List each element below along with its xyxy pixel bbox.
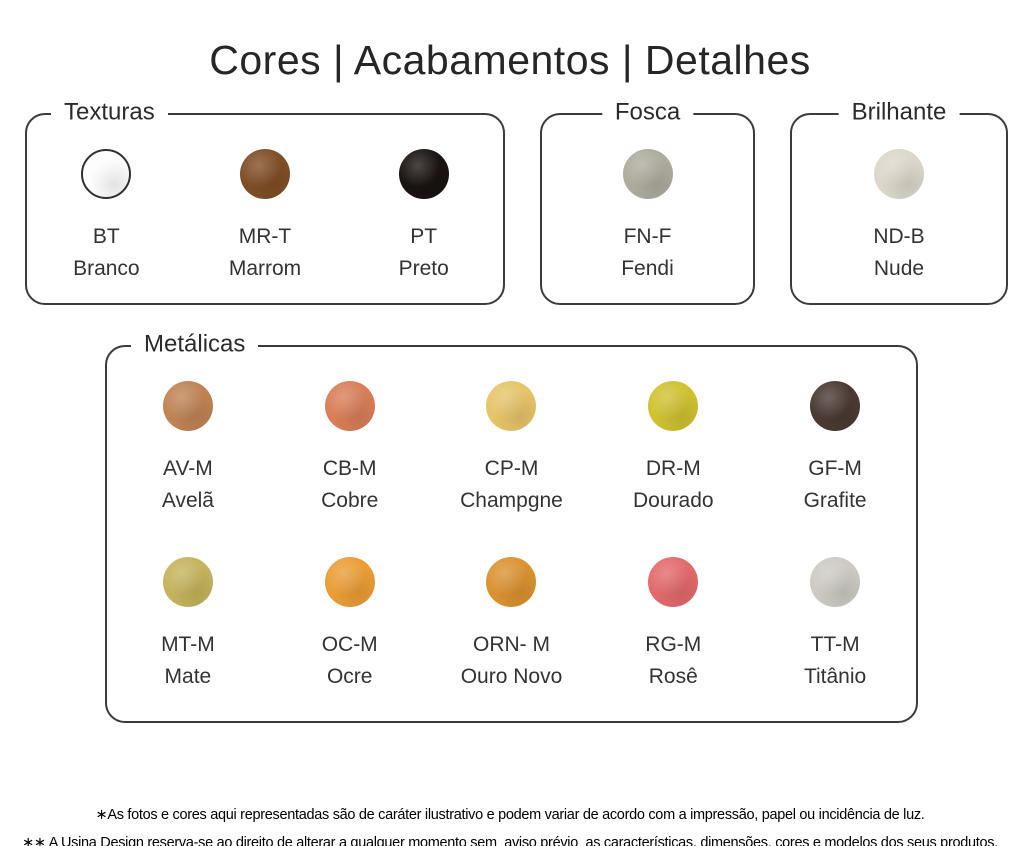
color-swatch-TT-M: TT-M Titânio	[754, 557, 916, 689]
color-swatch-ND-B: ND-B Nude	[792, 149, 1006, 281]
swatch-code: MT-M	[161, 633, 215, 656]
swatch-code: BT	[92, 225, 120, 248]
color-dot	[648, 381, 699, 431]
color-dot	[810, 381, 861, 431]
group-label-brilhante: Brilhante	[838, 99, 960, 127]
group-metalicas: Metálicas AV-M Avelã CB-M Cobre CP-M Champgne…	[105, 331, 918, 723]
color-dot	[240, 149, 290, 199]
swatch-code: GF-M	[808, 457, 862, 480]
swatch-name: Ocre	[326, 665, 373, 688]
swatch-name: Marrom	[228, 257, 302, 280]
color-swatch-RG-M: RG-M Rosê	[592, 557, 754, 689]
swatch-code: CP-M	[484, 457, 539, 480]
brilhante-swatch-row: ND-B Nude	[792, 115, 1006, 281]
swatch-code: ND-B	[873, 225, 925, 248]
group-brilhante: Brilhante ND-B Nude	[790, 99, 1008, 305]
color-dot	[162, 557, 213, 607]
color-swatch-MT-M: MT-M Mate	[107, 557, 269, 689]
swatch-name: Branco	[73, 257, 140, 280]
swatch-code: TT-M	[810, 633, 860, 656]
footer-note-1: ∗As fotos e cores aqui representadas são…	[95, 806, 925, 823]
metalicas-swatch-row-1: AV-M Avelã CB-M Cobre CP-M Champgne DR-M Dourad…	[107, 347, 916, 513]
color-swatch-AV-M: AV-M Avelã	[107, 381, 269, 513]
color-swatch-CB-M: CB-M Cobre	[269, 381, 431, 513]
swatch-name: Cobre	[321, 489, 379, 512]
fosca-swatch-row: FN-F Fendi	[542, 115, 753, 281]
group-label-metalicas: Metálicas	[131, 331, 259, 359]
swatch-code: ORN- M	[472, 633, 550, 656]
swatch-code: MR-T	[238, 225, 292, 248]
texturas-swatch-row: BT Branco MR-T Marrom PT Preto	[27, 115, 503, 281]
color-dot	[81, 149, 132, 199]
color-dot	[486, 381, 537, 431]
color-dot	[486, 557, 537, 607]
color-dot	[622, 149, 673, 199]
color-dot	[874, 149, 924, 199]
swatch-name: Dourado	[633, 489, 714, 512]
group-fosca: Fosca FN-F Fendi	[540, 99, 755, 305]
swatch-code: DR-M	[645, 457, 701, 480]
color-dot	[398, 149, 449, 199]
swatch-name: Avelã	[161, 489, 214, 512]
footer-note-2: ∗∗ A Usina Design reserva-se ao direito …	[22, 834, 998, 846]
swatch-name: Mate	[164, 665, 212, 688]
color-dot	[324, 557, 375, 607]
swatch-name: Grafite	[803, 489, 867, 512]
color-dot	[810, 557, 861, 607]
swatch-name: Champgne	[460, 489, 563, 512]
swatch-name: Preto	[398, 257, 449, 280]
swatch-code: PT	[410, 225, 438, 248]
color-swatch-PT: PT Preto	[344, 149, 503, 281]
color-swatch-BT: BT Branco	[27, 149, 186, 281]
swatch-name: Rosê	[648, 665, 698, 688]
color-swatch-CP-M: CP-M Champgne	[431, 381, 593, 513]
swatch-code: FN-F	[623, 225, 672, 248]
page-title: Cores | Acabamentos | Detalhes	[209, 37, 811, 84]
color-swatch-GF-M: GF-M Grafite	[754, 381, 916, 513]
group-texturas: Texturas BT Branco MR-T Marrom PT Preto	[25, 99, 505, 305]
color-dot	[162, 381, 213, 431]
swatch-name: Nude	[873, 257, 925, 280]
color-swatch-OC-M: OC-M Ocre	[269, 557, 431, 689]
swatch-code: OC-M	[321, 633, 378, 656]
color-swatch-DR-M: DR-M Dourado	[592, 381, 754, 513]
metalicas-swatch-row-2: MT-M Mate OC-M Ocre ORN- M Ouro Novo RG-M Rosê T…	[107, 513, 916, 689]
swatch-code: CB-M	[322, 457, 377, 480]
color-swatch-FN-F: FN-F Fendi	[542, 149, 753, 281]
swatch-name: Titânio	[803, 665, 867, 688]
color-swatch-MR-T: MR-T Marrom	[186, 149, 345, 281]
swatch-code: RG-M	[645, 633, 702, 656]
color-dot	[648, 557, 699, 607]
swatch-code: AV-M	[163, 457, 213, 480]
group-label-fosca: Fosca	[601, 99, 694, 127]
group-label-texturas: Texturas	[51, 99, 168, 127]
color-dot	[324, 381, 375, 431]
swatch-name: Fendi	[621, 257, 674, 280]
swatch-name: Ouro Novo	[460, 665, 563, 688]
color-swatch-ORN-M: ORN- M Ouro Novo	[431, 557, 593, 689]
